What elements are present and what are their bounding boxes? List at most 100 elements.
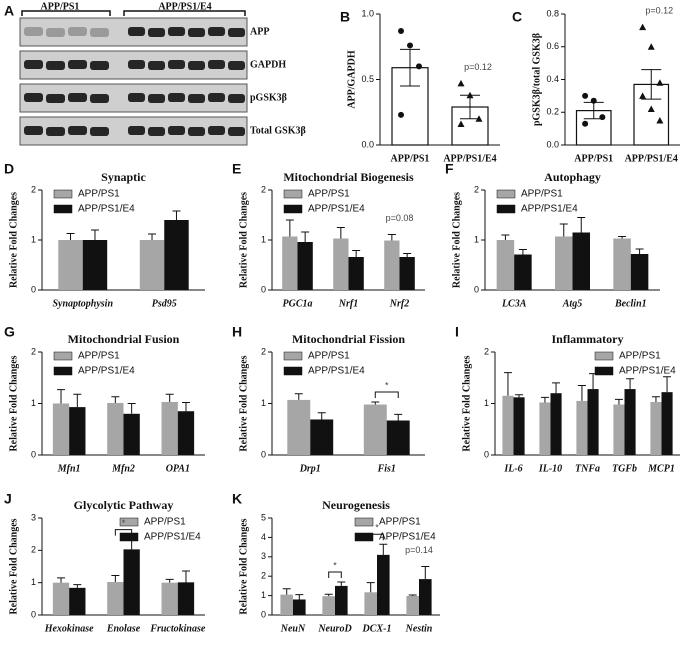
- bar: [650, 401, 662, 455]
- blot-band: [188, 28, 205, 37]
- bar: [177, 411, 195, 455]
- blot-band: [188, 94, 205, 103]
- blot-group: APP/PS1: [41, 1, 80, 12]
- x-tick-label: TNFa: [575, 463, 600, 474]
- data-point: [475, 115, 483, 122]
- legend-label: APP/PS1: [308, 351, 350, 362]
- bar: [613, 238, 631, 290]
- blot-band: [68, 126, 87, 135]
- blot-band: [128, 27, 145, 36]
- legend-swatch: [53, 351, 73, 361]
- y-tick-label: 1: [261, 590, 266, 600]
- x-tick-label: Nestin: [405, 623, 433, 634]
- legend-label: APP/PS1/E4: [619, 366, 676, 377]
- legend-label: APP/PS1: [619, 351, 661, 362]
- y-tick-label: 1.0: [361, 8, 374, 18]
- bar: [335, 585, 348, 615]
- legend-label: APP/PS1/E4: [144, 532, 201, 543]
- error-bar: [165, 578, 174, 583]
- panel-label: E: [232, 161, 241, 177]
- blot-band: [168, 126, 185, 135]
- y-axis-label: Relative Fold Changes: [451, 192, 462, 288]
- x-tick-label: DCX-1: [362, 623, 392, 634]
- bar: [322, 596, 335, 615]
- y-tick-label: 0: [261, 284, 266, 294]
- error-bar: [294, 393, 303, 400]
- bar: [364, 592, 377, 615]
- bar: [539, 402, 551, 455]
- error-bar: [352, 250, 361, 257]
- x-tick-label: Beclin1: [614, 298, 647, 309]
- y-tick-label: 0.0: [546, 139, 559, 149]
- legend-swatch: [354, 517, 374, 527]
- error-bar: [324, 593, 333, 597]
- y-tick-label: 2: [31, 545, 36, 555]
- bar: [161, 401, 178, 455]
- chart-title: Mitochondrial Biogenesis: [283, 170, 414, 184]
- error-bar: [421, 566, 430, 580]
- y-tick-label: 1: [474, 234, 479, 244]
- bar: [310, 419, 334, 455]
- data-point: [647, 105, 655, 112]
- legend-swatch: [283, 366, 303, 376]
- x-tick-label: IL-10: [538, 463, 562, 474]
- data-point: [416, 63, 422, 70]
- x-tick-label: APP/PS1/E4: [625, 153, 678, 164]
- error-bar: [577, 384, 586, 401]
- error-bar: [295, 594, 304, 600]
- x-tick-label: Mfn2: [111, 463, 135, 474]
- error-bar: [635, 248, 644, 254]
- bar: [107, 582, 124, 615]
- error-bar: [57, 389, 66, 404]
- blot-band: [90, 61, 109, 70]
- band-label: GAPDH: [250, 59, 286, 70]
- x-tick-label: APP/PS1: [574, 153, 613, 164]
- error-bar: [618, 236, 627, 239]
- error-bar: [400, 67, 420, 87]
- bar: [123, 413, 140, 455]
- y-tick-label: 1: [31, 234, 36, 244]
- legend-label: APP/PS1/E4: [521, 204, 578, 215]
- y-tick-label: 0: [31, 284, 36, 294]
- x-tick-label: Nrf1: [338, 298, 358, 309]
- legend-label: APP/PS1/E4: [308, 366, 365, 377]
- error-bar: [285, 219, 294, 237]
- error-bar: [282, 588, 291, 595]
- error-bar: [641, 69, 662, 85]
- bar: [513, 397, 525, 455]
- error-bar: [172, 210, 181, 220]
- bar: [297, 242, 313, 290]
- error-bar: [371, 401, 380, 405]
- band-label: APP: [250, 26, 269, 37]
- y-tick-label: 0: [261, 609, 266, 619]
- blot-band: [46, 94, 65, 103]
- error-bar: [90, 229, 99, 240]
- x-tick-label: Drp1: [299, 463, 321, 474]
- data-point: [457, 120, 465, 128]
- legend-swatch: [119, 517, 139, 527]
- y-tick-label: 2: [31, 184, 36, 194]
- legend-label: APP/PS1: [379, 517, 421, 528]
- bar: [177, 582, 195, 615]
- bar: [69, 587, 86, 615]
- blot-band: [148, 61, 165, 70]
- blot-band: [208, 93, 225, 102]
- bar: [661, 392, 673, 455]
- blot-band: [46, 127, 65, 136]
- y-tick-label: 0.8: [546, 8, 559, 18]
- x-tick-label: Fructokinase: [149, 623, 206, 634]
- annotation: *: [333, 560, 337, 570]
- bar: [386, 420, 410, 455]
- panel-label: F: [445, 161, 454, 177]
- error-bar: [394, 413, 403, 421]
- x-tick-label: APP/PS1: [391, 153, 430, 164]
- y-tick-label: 0: [261, 449, 266, 459]
- error-bar: [337, 581, 346, 586]
- blot-band: [24, 60, 43, 69]
- bar: [280, 594, 293, 615]
- bar: [333, 238, 349, 290]
- x-tick-label: Psd95: [152, 298, 177, 309]
- y-axis-label: Relative Fold Changes: [8, 192, 19, 288]
- error-bar: [540, 396, 549, 403]
- legend-swatch: [496, 204, 516, 214]
